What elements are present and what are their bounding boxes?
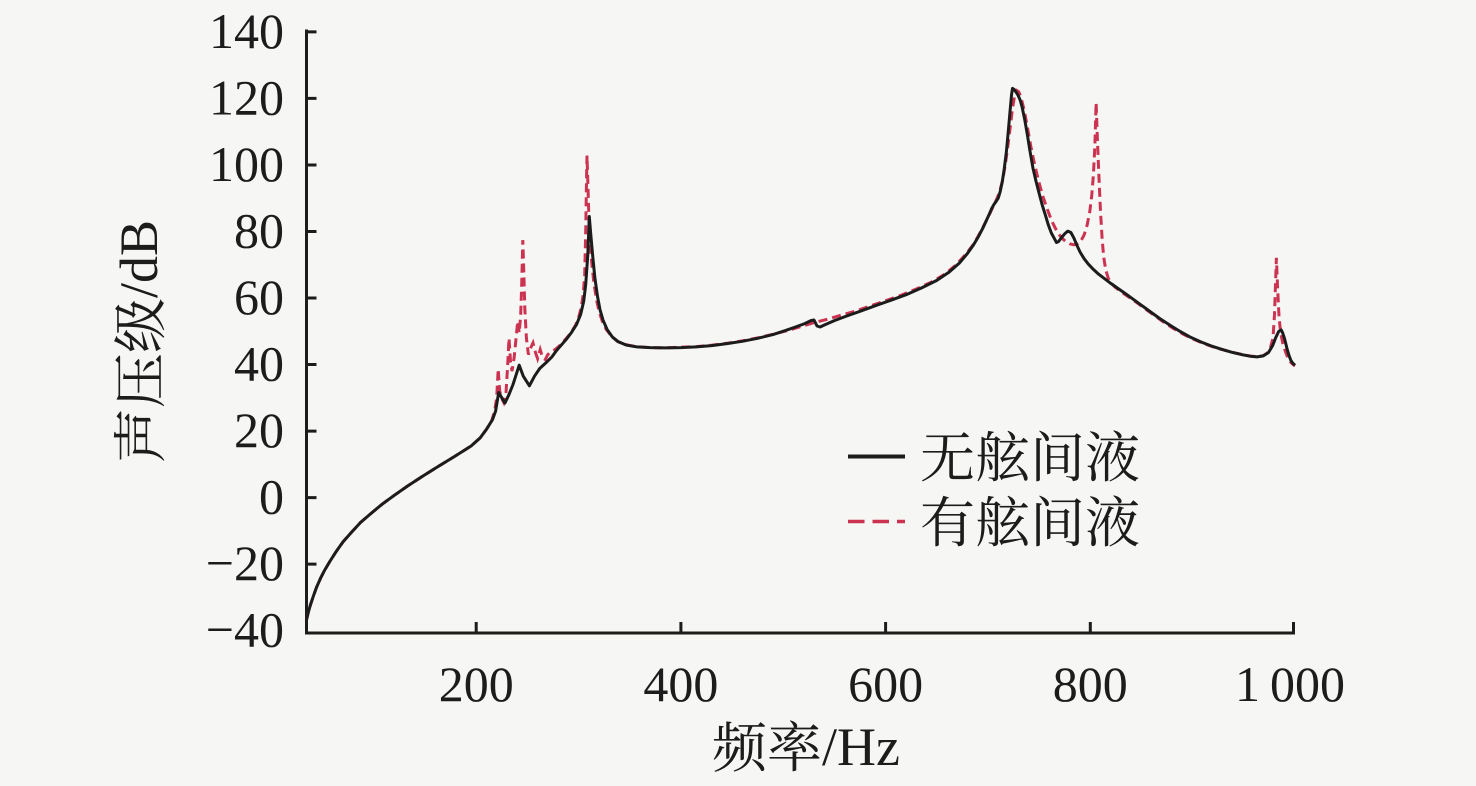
svg-text:200: 200 bbox=[439, 656, 514, 712]
svg-text:80: 80 bbox=[234, 203, 284, 259]
svg-text:/dB: /dB bbox=[109, 220, 169, 298]
svg-text:40: 40 bbox=[234, 336, 284, 392]
svg-text:−40: −40 bbox=[206, 602, 284, 658]
svg-text:600: 600 bbox=[848, 656, 923, 712]
svg-text:0: 0 bbox=[259, 469, 284, 525]
svg-text:20: 20 bbox=[234, 402, 284, 458]
svg-text:/Hz: /Hz bbox=[822, 717, 900, 777]
svg-text:−20: −20 bbox=[206, 535, 284, 591]
svg-text:140: 140 bbox=[209, 3, 284, 59]
svg-text:120: 120 bbox=[209, 69, 284, 125]
svg-text:1 000: 1 000 bbox=[1235, 656, 1345, 712]
svg-text:100: 100 bbox=[209, 136, 284, 192]
svg-text:60: 60 bbox=[234, 269, 284, 325]
svg-text:800: 800 bbox=[1053, 656, 1128, 712]
svg-text:400: 400 bbox=[643, 656, 718, 712]
